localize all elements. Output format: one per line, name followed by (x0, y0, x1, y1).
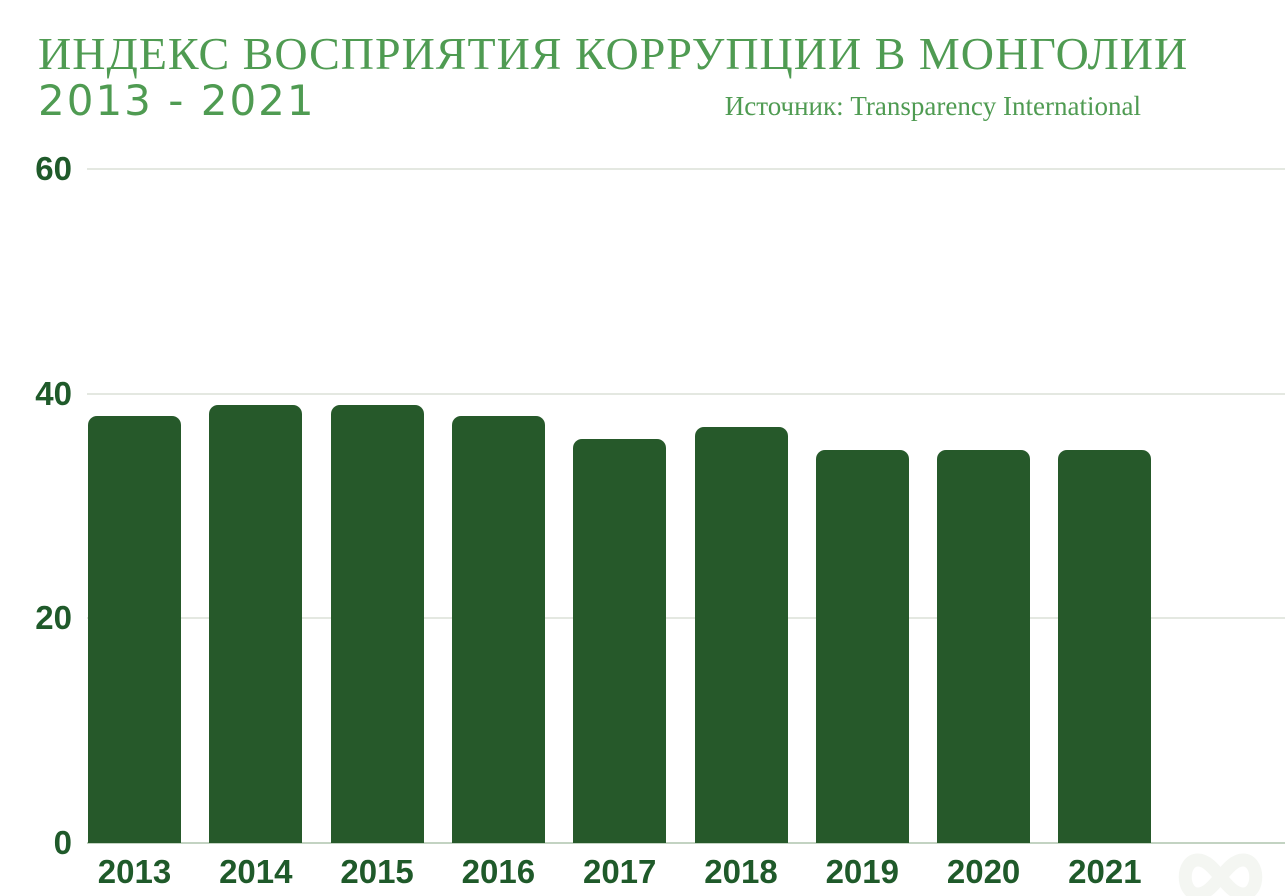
chart-title-line1: ИНДЕКС ВОСПРИЯТИЯ КОРРУПЦИИ В МОНГОЛИИ (38, 28, 1189, 79)
bar-2013 (88, 416, 181, 843)
gridline-0 (87, 842, 1285, 844)
y-tick-label-20: 20 (35, 599, 72, 637)
flourish-watermark-icon[interactable] (1173, 852, 1268, 896)
gridline-20 (87, 617, 1285, 620)
bar-2018 (694, 427, 788, 843)
x-tick-label-2013: 2013 (97, 853, 172, 890)
x-tick-label-2021: 2021 (1068, 853, 1142, 890)
gridline-60 (87, 168, 1285, 170)
y-tick-label-60: 60 (35, 150, 72, 187)
x-tick-label-2014: 2014 (219, 853, 293, 890)
x-tick-label-2018: 2018 (704, 853, 778, 890)
chart-title: ИНДЕКС ВОСПРИЯТИЯ КОРРУПЦИИ В МОНГОЛИИ 2… (38, 30, 1188, 124)
bar-2015 (330, 404, 424, 843)
bar-2019 (815, 449, 909, 843)
bar-2017 (573, 438, 667, 843)
y-tick-label-40: 40 (35, 374, 72, 412)
chart-source-credit: Источник: Transparency International (724, 91, 1141, 121)
x-tick-label-2015: 2015 (340, 853, 414, 890)
chart-title-line2: 2013 - 2021 (38, 76, 316, 125)
gridline-40 (87, 392, 1285, 395)
bar-2016 (451, 416, 545, 843)
bar-2020 (937, 449, 1031, 843)
x-tick-label-2020: 2020 (946, 853, 1021, 890)
x-tick-label-2017: 2017 (582, 853, 657, 890)
y-tick-label-0: 0 (53, 824, 72, 861)
bar-chart-plot: 0 20 40 60 2013 2014 2015 2016 2017 2018 2019 2020… (0, 152, 1285, 889)
x-tick-label-2019: 2019 (825, 853, 899, 890)
bar-2021 (1058, 449, 1152, 843)
bar-2014 (209, 404, 303, 843)
x-tick-label-2016: 2016 (461, 853, 536, 890)
